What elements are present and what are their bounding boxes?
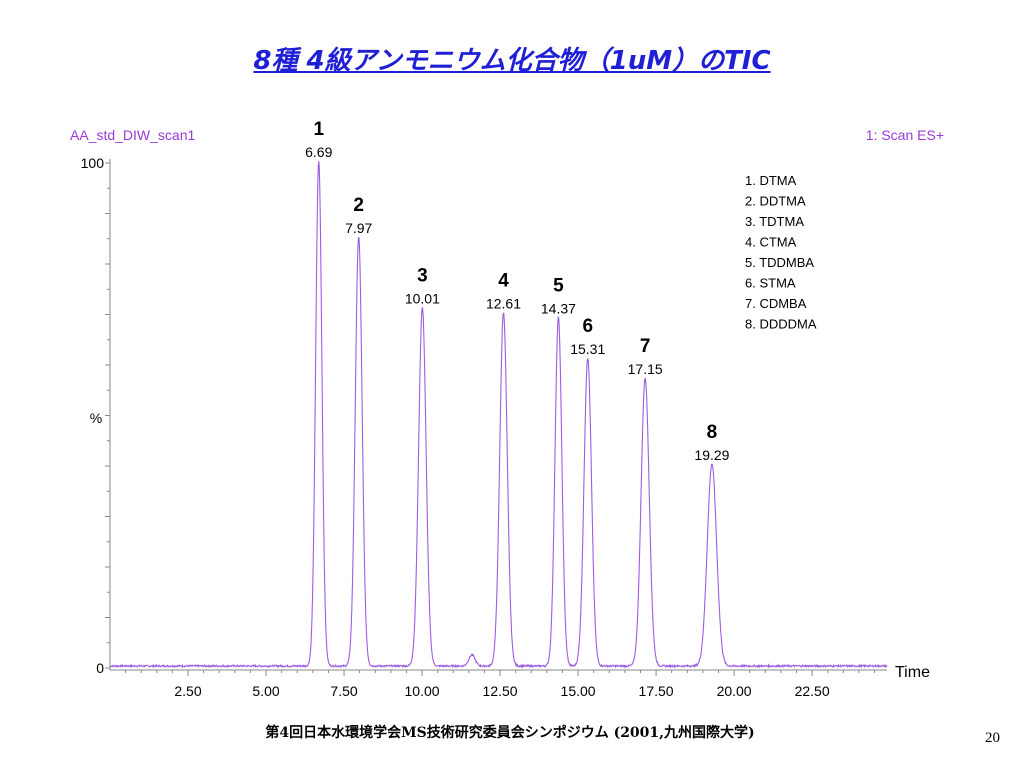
peak-number-label: 6: [582, 316, 593, 337]
x-tick-label: 17.50: [639, 683, 674, 699]
x-tick-label: 5.00: [252, 683, 279, 699]
retention-time-label: 12.61: [486, 296, 521, 312]
x-tick-label: 12.50: [483, 683, 518, 699]
y-tick-label: 100: [81, 155, 105, 171]
tic-trace-line: [109, 161, 888, 669]
x-tick-label: 2.50: [174, 683, 201, 699]
retention-time-label: 6.69: [305, 144, 332, 160]
peak-number-label: 5: [553, 276, 564, 297]
retention-time-label: 19.29: [694, 447, 729, 463]
x-tick-label: 7.50: [330, 683, 357, 699]
legend-entry: 3. TDTMA: [745, 214, 804, 229]
peak-labels: 1 6.69 2 7.97 3 10.01 4 12.61 5 14.37 6 15.31 7 17.15…: [305, 119, 730, 463]
footer-source: 第4回日本水環境学会MS技術研究委員会シンポジウム (2001,九州国際大学): [265, 725, 755, 741]
peak-number-label: 7: [640, 336, 651, 357]
retention-time-label: 15.31: [570, 341, 605, 357]
legend-entry: 6. STMA: [745, 276, 796, 291]
y-tick-label: 0: [96, 660, 104, 676]
y-axis-label: %: [90, 410, 102, 426]
peak-number-label: 2: [353, 195, 364, 216]
peak-number-label: 3: [417, 265, 428, 286]
slide-number: 20: [985, 730, 1000, 746]
x-tick-label: 10.00: [405, 683, 440, 699]
legend-entry: 5. TDDMBA: [745, 255, 814, 270]
retention-time-label: 10.01: [405, 290, 440, 306]
x-tick-label: 22.50: [795, 683, 830, 699]
tic-trace: [109, 161, 888, 669]
x-tick-label: 15.00: [561, 683, 596, 699]
compound-legend: 1. DTMA 2. DDTMA 3. TDTMA 4. CTMA 5. TDDMBA 6…: [745, 173, 817, 332]
sample-name-label: AA_std_DIW_scan1: [70, 127, 195, 143]
legend-entry: 8. DDDDMA: [745, 317, 817, 332]
tick-labels: 2.50 5.00 7.50 10.00 12.50 15.00 17.50 20.00 22.…: [81, 155, 830, 699]
scan-mode-label: 1: Scan ES+: [866, 127, 944, 143]
legend-entry: 7. CDMBA: [745, 296, 807, 311]
legend-entry: 4. CTMA: [745, 235, 797, 250]
peak-number-label: 8: [707, 422, 718, 443]
legend-entry: 1. DTMA: [745, 173, 797, 188]
x-axis-label: Time: [895, 664, 930, 681]
slide-title: 8種 4級アンモニウム化合物（1uM）のTIC: [253, 46, 771, 76]
peak-number-label: 1: [313, 119, 324, 140]
x-tick-label: 20.00: [717, 683, 752, 699]
legend-entry: 2. DDTMA: [745, 194, 806, 209]
chart-axes: [105, 159, 887, 676]
retention-time-label: 7.97: [345, 220, 372, 236]
peak-number-label: 4: [498, 271, 509, 292]
retention-time-label: 14.37: [541, 301, 576, 317]
retention-time-label: 17.15: [628, 361, 663, 377]
